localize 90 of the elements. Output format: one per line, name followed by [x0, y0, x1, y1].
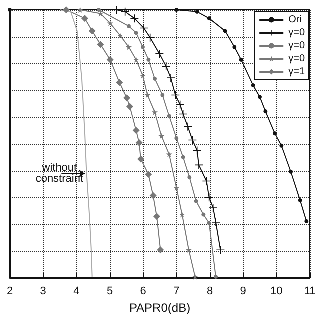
- point: [167, 74, 175, 82]
- point: [214, 274, 218, 279]
- point: [157, 246, 164, 254]
- legend-label: γ=0: [288, 28, 306, 38]
- x-tick-label: 5: [106, 286, 114, 298]
- point: [156, 50, 164, 58]
- x-tick-label: 2: [6, 286, 14, 298]
- point: [179, 212, 186, 218]
- point: [141, 45, 145, 50]
- point: [97, 8, 101, 12]
- point: [289, 170, 293, 174]
- point: [126, 44, 132, 50]
- point: [181, 155, 186, 160]
- annotation: without constraint: [36, 162, 84, 186]
- x-tick-label: 8: [206, 286, 214, 298]
- point: [174, 184, 180, 191]
- point: [194, 199, 198, 204]
- point: [207, 221, 212, 226]
- point: [146, 34, 154, 42]
- point: [239, 58, 244, 62]
- point: [298, 198, 302, 203]
- point: [176, 100, 184, 109]
- point: [62, 6, 70, 14]
- point: [152, 109, 158, 116]
- legend-label: γ=0: [288, 40, 306, 52]
- point: [146, 58, 151, 62]
- x-tick-label: 6: [140, 286, 146, 298]
- point: [107, 20, 114, 26]
- point: [232, 45, 237, 50]
- point: [162, 62, 170, 71]
- point: [174, 8, 179, 12]
- point: [186, 247, 192, 254]
- point: [212, 218, 220, 227]
- point: [140, 24, 148, 32]
- point: [121, 8, 130, 16]
- point: [209, 204, 218, 212]
- point: [124, 94, 130, 102]
- point: [127, 24, 131, 28]
- point: [174, 136, 179, 140]
- point: [134, 31, 138, 36]
- point: [192, 274, 198, 280]
- x-tick-label: 7: [174, 286, 180, 298]
- point: [167, 114, 172, 118]
- point: [82, 15, 88, 22]
- point: [251, 84, 256, 88]
- point: [205, 194, 214, 202]
- point: [223, 29, 228, 34]
- point: [117, 32, 124, 39]
- point: [97, 41, 104, 48]
- point: [132, 127, 140, 134]
- point: [150, 192, 157, 200]
- legend-label: γ=1: [288, 66, 306, 78]
- point: [304, 219, 309, 224]
- x-axis-title: PAPR0(dB): [129, 300, 191, 315]
- point: [136, 139, 143, 146]
- point: [154, 213, 160, 220]
- point: [126, 103, 134, 110]
- point: [195, 161, 203, 170]
- point: [133, 56, 140, 63]
- point: [130, 14, 139, 23]
- point: [158, 133, 165, 140]
- x-tick-label: 10: [270, 286, 283, 298]
- point: [166, 151, 172, 158]
- point: [184, 122, 192, 131]
- point: [88, 28, 96, 35]
- point: [216, 246, 225, 254]
- point: [144, 92, 151, 98]
- point: [153, 76, 157, 81]
- legend-label: γ=0: [288, 54, 306, 64]
- x-tick-label: 4: [74, 286, 80, 298]
- point: [145, 171, 152, 178]
- point: [140, 72, 146, 79]
- point: [258, 95, 262, 100]
- point: [160, 93, 165, 98]
- point: [264, 110, 268, 114]
- x-tick-label: 11: [304, 286, 316, 298]
- point: [195, 10, 200, 14]
- point: [8, 8, 12, 12]
- point: [188, 176, 192, 180]
- point: [106, 56, 114, 64]
- point: [207, 16, 212, 21]
- point: [77, 7, 84, 13]
- point: [202, 212, 206, 217]
- point: [280, 144, 284, 148]
- point: [138, 156, 144, 163]
- point: [273, 132, 277, 136]
- x-tick-label: 3: [40, 286, 46, 298]
- point: [116, 79, 124, 86]
- legend-label: Ori: [288, 14, 302, 26]
- x-tick-label: 9: [240, 286, 246, 298]
